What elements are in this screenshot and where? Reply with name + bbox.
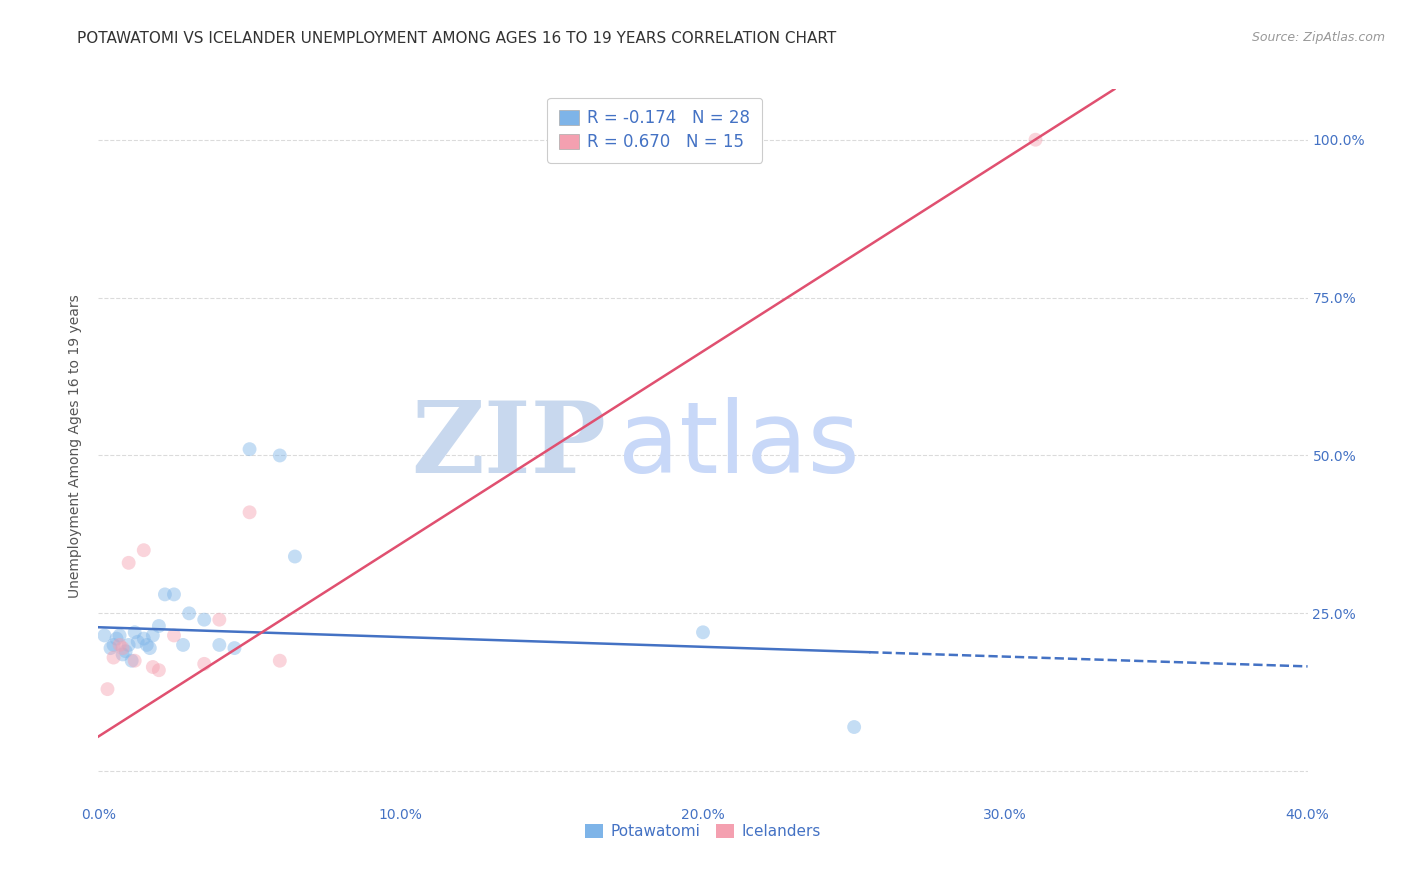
Point — [111, 648, 134, 662]
Point — [127, 634, 149, 648]
Point — [132, 632, 155, 646]
Point — [96, 682, 118, 697]
Point — [224, 641, 246, 656]
Point — [269, 654, 291, 668]
Point — [163, 587, 186, 601]
Point — [135, 638, 157, 652]
Point — [153, 587, 176, 601]
Point — [103, 638, 125, 652]
Text: atlas: atlas — [619, 398, 860, 494]
Point — [108, 628, 131, 642]
Point — [179, 607, 201, 621]
Text: Source: ZipAtlas.com: Source: ZipAtlas.com — [1251, 31, 1385, 45]
Point — [692, 625, 714, 640]
Point — [193, 613, 215, 627]
Point — [108, 638, 131, 652]
Point — [844, 720, 866, 734]
Point — [239, 442, 262, 457]
Point — [284, 549, 307, 564]
Y-axis label: Unemployment Among Ages 16 to 19 years: Unemployment Among Ages 16 to 19 years — [69, 294, 83, 598]
Point — [148, 619, 170, 633]
Point — [103, 650, 125, 665]
Point — [148, 663, 170, 677]
Point — [239, 505, 262, 519]
Text: ZIP: ZIP — [412, 398, 606, 494]
Point — [100, 641, 122, 656]
Point — [163, 628, 186, 642]
Text: POTAWATOMI VS ICELANDER UNEMPLOYMENT AMONG AGES 16 TO 19 YEARS CORRELATION CHART: POTAWATOMI VS ICELANDER UNEMPLOYMENT AMO… — [77, 31, 837, 46]
Point — [139, 641, 162, 656]
Point — [208, 613, 231, 627]
Point — [142, 628, 165, 642]
Point — [105, 632, 128, 646]
Point — [111, 641, 134, 656]
Point — [142, 660, 165, 674]
Point — [118, 638, 141, 652]
Point — [132, 543, 155, 558]
Point — [124, 654, 146, 668]
Legend: Potawatomi, Icelanders: Potawatomi, Icelanders — [579, 818, 827, 845]
Point — [114, 644, 136, 658]
Point — [172, 638, 194, 652]
Point — [269, 449, 291, 463]
Point — [121, 654, 143, 668]
Point — [118, 556, 141, 570]
Point — [208, 638, 231, 652]
Point — [93, 628, 115, 642]
Point — [193, 657, 215, 671]
Point — [124, 625, 146, 640]
Point — [1024, 133, 1046, 147]
